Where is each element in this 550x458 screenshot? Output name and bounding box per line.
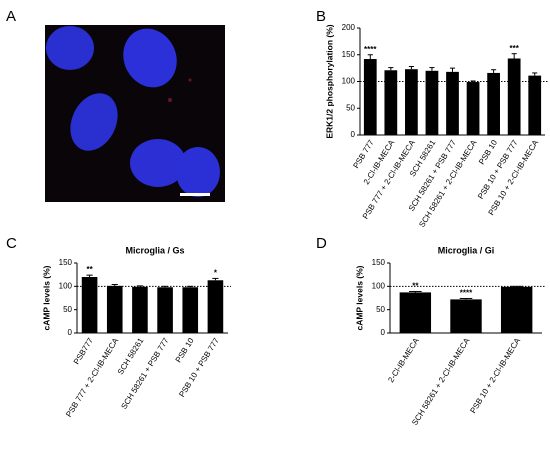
panel-letter: D [316, 235, 327, 252]
bar [81, 277, 98, 333]
y-axis-label: cAMP levels (%) [41, 265, 51, 330]
y-tick-label: 100 [342, 77, 356, 86]
y-tick-label: 0 [68, 328, 73, 337]
x-tick-label: PSB 10 [477, 138, 499, 166]
y-tick-label: 50 [63, 305, 72, 314]
panel-letter: A [6, 8, 16, 25]
bar [446, 71, 459, 135]
bar [106, 285, 123, 333]
bar [425, 70, 439, 135]
y-tick-label: 150 [372, 258, 386, 267]
y-tick-label: 200 [342, 23, 356, 32]
panel-letter: C [6, 235, 17, 252]
bar [207, 280, 224, 333]
bar [182, 287, 199, 333]
y-tick-label: 100 [372, 281, 386, 290]
significance-label: **** [364, 45, 377, 54]
y-axis-label: ERK1/2 phosphorylation (%) [324, 24, 334, 138]
significance-label: **** [460, 289, 473, 298]
y-tick-label: 50 [346, 103, 355, 112]
x-tick-label: PSB 10 [174, 336, 196, 364]
bar [466, 82, 480, 135]
bar [450, 299, 482, 333]
bar [399, 292, 432, 333]
bar [132, 286, 148, 333]
y-tick-label: 150 [342, 50, 356, 59]
x-tick-label: SCH 58261 + 2-Cl-IB-MECA [410, 336, 472, 427]
bar [487, 72, 500, 135]
y-tick-label: 50 [376, 305, 385, 314]
chart-title: Microglia / Gi [438, 245, 495, 255]
x-tick-label: SCH 58261 + PSB 777 [119, 336, 170, 411]
y-tick-label: 100 [59, 281, 73, 290]
x-tick-label: PSB 777 + 2-Cl-IB-MECA [64, 336, 120, 419]
bar [500, 286, 533, 333]
significance-label: ** [86, 265, 93, 274]
bar [157, 287, 173, 333]
microscopy-image [45, 25, 225, 202]
significance-label: * [214, 269, 218, 278]
bar [384, 70, 398, 135]
x-tick-label: 2-Cl-IB-MECA [386, 336, 421, 384]
y-tick-label: 0 [381, 328, 386, 337]
significance-label: ** [412, 282, 419, 291]
bar [363, 59, 377, 135]
significance-label: *** [509, 44, 519, 53]
x-tick-label: PSB777 [72, 336, 95, 366]
chart-title: Microglia / Gs [125, 245, 184, 255]
bar [507, 58, 521, 136]
bar [528, 75, 542, 135]
bar [405, 69, 418, 135]
y-tick-label: 0 [351, 130, 356, 139]
x-tick-label: PSB 10 + 2-Cl-IB-MECA [468, 336, 522, 415]
y-axis-label: cAMP levels (%) [354, 265, 364, 330]
y-tick-label: 150 [59, 258, 73, 267]
panel-letter: B [316, 8, 326, 25]
